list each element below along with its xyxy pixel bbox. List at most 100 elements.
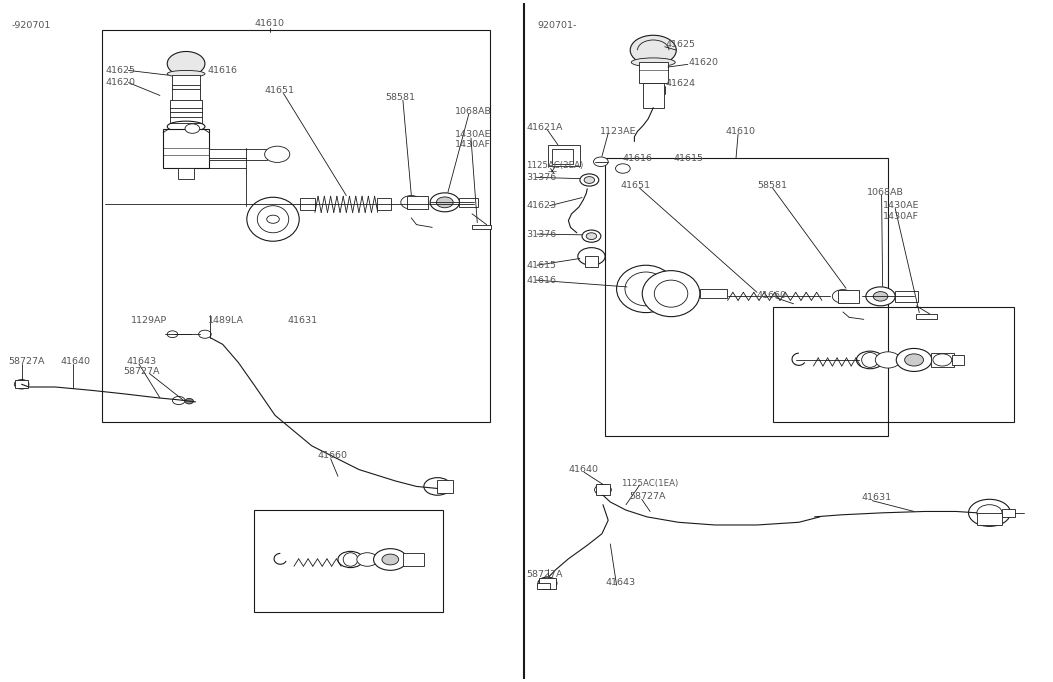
Text: 41651: 41651	[621, 181, 651, 190]
Circle shape	[167, 51, 205, 76]
Text: 1430AF: 1430AF	[455, 140, 492, 149]
Circle shape	[582, 230, 601, 242]
Bar	[952, 355, 965, 365]
Bar	[539, 578, 556, 589]
Bar	[585, 256, 598, 267]
Circle shape	[374, 548, 408, 570]
Text: 1123AE: 1123AE	[600, 127, 636, 136]
Bar	[459, 198, 478, 207]
Bar	[403, 553, 424, 565]
Text: 41631: 41631	[287, 316, 318, 325]
Text: 41660: 41660	[317, 451, 347, 460]
Bar	[977, 513, 1002, 525]
Circle shape	[167, 331, 178, 338]
Text: 41621A: 41621A	[526, 123, 563, 132]
Bar	[638, 62, 668, 83]
Circle shape	[873, 292, 888, 301]
Text: 41620: 41620	[105, 78, 136, 87]
Text: 41643: 41643	[605, 578, 635, 587]
Circle shape	[382, 554, 399, 565]
Text: 41640: 41640	[569, 465, 598, 474]
Bar	[171, 100, 202, 123]
Bar	[642, 83, 663, 108]
Circle shape	[866, 287, 895, 306]
Bar	[377, 198, 392, 211]
Bar	[916, 314, 937, 318]
Text: 41616: 41616	[623, 154, 653, 163]
Bar	[102, 30, 490, 422]
Bar	[408, 196, 428, 209]
Bar	[605, 158, 888, 436]
Bar	[700, 289, 727, 299]
Circle shape	[875, 352, 900, 368]
Text: 1068AB: 1068AB	[867, 188, 903, 196]
Text: 58727A: 58727A	[8, 357, 44, 366]
Bar	[16, 381, 28, 388]
Circle shape	[587, 233, 597, 239]
Bar	[437, 480, 453, 492]
Text: 58727A: 58727A	[526, 570, 563, 579]
Text: 1129AP: 1129AP	[131, 316, 166, 325]
Circle shape	[594, 157, 609, 166]
Text: 58727A: 58727A	[629, 492, 665, 501]
Circle shape	[595, 484, 612, 495]
Text: 31376: 31376	[526, 173, 557, 182]
Text: 41615: 41615	[526, 261, 556, 270]
Bar	[163, 129, 210, 168]
Ellipse shape	[246, 197, 299, 241]
Text: 1125AC(1EA): 1125AC(1EA)	[621, 479, 678, 488]
Bar	[537, 583, 550, 589]
Text: -920701: -920701	[12, 20, 51, 29]
Bar	[837, 290, 858, 303]
Bar	[552, 149, 573, 164]
Circle shape	[430, 193, 459, 212]
Bar	[1002, 509, 1015, 517]
Text: 41616: 41616	[207, 66, 237, 75]
Bar	[895, 291, 918, 301]
Bar	[773, 307, 1014, 422]
Ellipse shape	[625, 272, 667, 306]
Circle shape	[199, 330, 212, 338]
Circle shape	[436, 197, 453, 208]
Text: 1068AB: 1068AB	[455, 106, 492, 115]
Text: 58581: 58581	[757, 181, 787, 190]
Circle shape	[357, 552, 378, 566]
Text: 920701-: 920701-	[537, 20, 576, 29]
Circle shape	[578, 248, 605, 265]
Circle shape	[173, 396, 185, 404]
Circle shape	[266, 216, 279, 223]
Circle shape	[933, 354, 952, 366]
Circle shape	[185, 398, 194, 404]
Text: 41615: 41615	[673, 154, 703, 163]
Circle shape	[630, 35, 676, 65]
Circle shape	[580, 174, 599, 186]
Text: 58727A: 58727A	[123, 367, 160, 376]
Text: 1430AF: 1430AF	[882, 212, 918, 221]
Ellipse shape	[167, 70, 205, 77]
Bar	[596, 484, 611, 495]
Circle shape	[584, 177, 595, 183]
Bar	[178, 168, 195, 179]
Ellipse shape	[343, 552, 358, 566]
Text: 1430AE: 1430AE	[455, 130, 492, 138]
Circle shape	[401, 196, 422, 209]
Circle shape	[616, 164, 630, 173]
Circle shape	[896, 349, 932, 372]
Text: 41660: 41660	[757, 291, 787, 299]
Ellipse shape	[861, 353, 878, 368]
Circle shape	[15, 380, 29, 389]
Text: 41631: 41631	[861, 494, 892, 503]
Ellipse shape	[631, 58, 675, 67]
Circle shape	[264, 146, 290, 162]
Text: 58581: 58581	[385, 93, 415, 102]
Circle shape	[424, 477, 451, 495]
Bar	[300, 198, 315, 211]
Circle shape	[832, 290, 853, 303]
Text: 41610: 41610	[255, 18, 285, 27]
Text: 41640: 41640	[60, 357, 91, 366]
Ellipse shape	[642, 271, 700, 316]
Text: 41623: 41623	[526, 201, 557, 210]
Circle shape	[977, 505, 1002, 521]
Text: 41610: 41610	[726, 127, 755, 136]
Text: 1125AC(2EA): 1125AC(2EA)	[526, 161, 583, 170]
